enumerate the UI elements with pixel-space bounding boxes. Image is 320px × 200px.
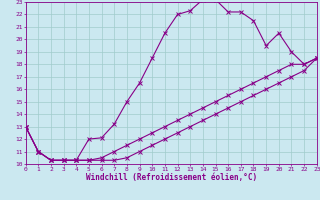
X-axis label: Windchill (Refroidissement éolien,°C): Windchill (Refroidissement éolien,°C) (86, 173, 257, 182)
